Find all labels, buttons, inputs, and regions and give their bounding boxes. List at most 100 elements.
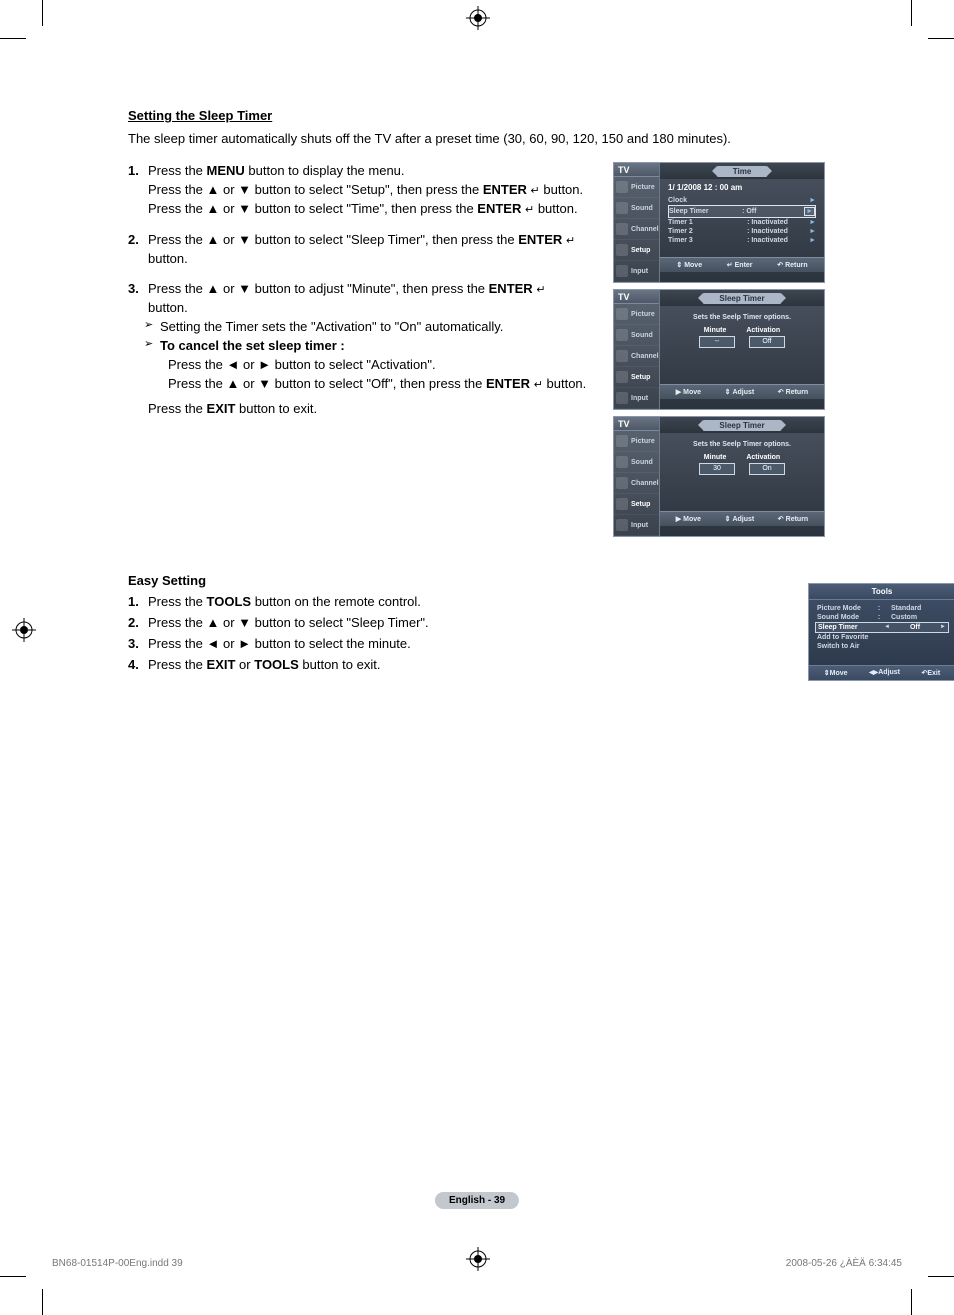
step-3: 3. Press the ▲ or ▼ button to adjust "Mi… bbox=[128, 280, 598, 418]
steps-column: 1. Press the MENU button to display the … bbox=[128, 162, 598, 431]
button-name: ENTER bbox=[486, 376, 530, 391]
text: button to display the menu. bbox=[245, 163, 405, 178]
text: button. bbox=[148, 251, 188, 266]
crop-mark bbox=[911, 0, 912, 26]
crop-mark bbox=[928, 38, 954, 39]
sidebar-tv-label: TV bbox=[614, 417, 659, 431]
tv-screenshot-time: TV Picture Sound Channel Setup Input Tim… bbox=[613, 162, 825, 283]
registration-mark bbox=[466, 6, 490, 30]
step-number: 1. bbox=[128, 162, 148, 181]
setup-icon bbox=[616, 371, 628, 383]
sidebar-item-input: Input bbox=[631, 522, 657, 529]
crop-mark bbox=[0, 1276, 26, 1277]
text: button. bbox=[534, 201, 577, 216]
label: Picture Mode bbox=[817, 605, 875, 612]
sidebar-item-channel: Channel bbox=[631, 226, 659, 233]
text: Press the bbox=[148, 401, 207, 416]
chevron-right-icon: ► bbox=[809, 197, 816, 204]
sidebar-item-input: Input bbox=[631, 395, 657, 402]
picture-icon bbox=[616, 181, 628, 193]
input-icon bbox=[616, 265, 628, 277]
easy-step-1: 1.Press the TOOLS button on the remote c… bbox=[128, 594, 828, 609]
value-activation: On bbox=[749, 463, 785, 475]
menu-row-clock: Clock► bbox=[668, 196, 816, 205]
sidebar-item-picture: Picture bbox=[631, 438, 657, 445]
value-minute: 30 bbox=[699, 463, 735, 475]
tv-sidebar: TV Picture Sound Channel Setup Input bbox=[614, 290, 660, 409]
registration-mark bbox=[466, 1247, 490, 1271]
label: Timer 2 bbox=[668, 228, 747, 235]
picture-icon bbox=[616, 308, 628, 320]
step-number: 3. bbox=[128, 636, 148, 651]
panel-footer: Move Adjust Return bbox=[660, 384, 824, 399]
easy-setting-section: Easy Setting 1.Press the TOOLS button on… bbox=[128, 573, 828, 672]
text: Press the ▲ or ▼ button to select "Sleep… bbox=[148, 615, 429, 630]
sidebar-item-channel: Channel bbox=[631, 480, 659, 487]
value: : Inactivated bbox=[747, 228, 807, 235]
label: Sleep Timer bbox=[669, 208, 742, 215]
tools-popup: Tools Picture Mode:Standard Sound Mode:C… bbox=[808, 583, 954, 681]
chevron-right-icon: ► bbox=[804, 207, 815, 216]
chevron-right-icon: ► bbox=[809, 219, 816, 226]
button-name: TOOLS bbox=[254, 657, 299, 672]
step-number: 2. bbox=[128, 231, 148, 250]
menu-row-timer1: Timer 1: Inactivated► bbox=[668, 218, 816, 227]
date-line: 1/ 1/2008 12 : 00 am bbox=[668, 183, 816, 192]
channel-icon bbox=[616, 350, 628, 362]
panel-subtitle: Sets the Seelp Timer options. bbox=[668, 314, 816, 321]
text: Press the bbox=[148, 163, 207, 178]
text: Press the ▲ or ▼ button to select "Sleep… bbox=[148, 232, 518, 247]
panel-footer: Move Enter Return bbox=[660, 257, 824, 272]
footer-move: Move bbox=[824, 669, 848, 677]
footer-adjust: Adjust bbox=[869, 669, 900, 677]
channel-icon bbox=[616, 223, 628, 235]
step-number: 2. bbox=[128, 615, 148, 630]
enter-icon: ↵ bbox=[525, 203, 534, 219]
cancel-title: To cancel the set sleep timer : bbox=[160, 338, 345, 353]
footer-move: Move bbox=[676, 515, 701, 523]
sound-icon bbox=[616, 202, 628, 214]
value: : Inactivated bbox=[747, 219, 807, 226]
enter-icon: ↵ bbox=[536, 283, 545, 299]
label: Timer 1 bbox=[668, 219, 747, 226]
setup-icon bbox=[616, 244, 628, 256]
easy-step-4: 4.Press the EXIT or TOOLS button to exit… bbox=[128, 657, 828, 672]
text: Press the ▲ or ▼ button to select "Time"… bbox=[148, 201, 477, 216]
cancel-line: Press the ◄ or ► button to select "Activ… bbox=[148, 356, 588, 375]
text: button. bbox=[540, 182, 583, 197]
button-name: MENU bbox=[207, 163, 245, 178]
button-name: ENTER bbox=[518, 232, 562, 247]
text: button. bbox=[148, 300, 188, 315]
header-activation: Activation bbox=[746, 454, 780, 461]
value-activation: Off bbox=[749, 336, 785, 348]
easy-step-2: 2.Press the ▲ or ▼ button to select "Sle… bbox=[128, 615, 828, 630]
step-number: 4. bbox=[128, 657, 148, 672]
tools-row-add-favorite: Add to Favorite bbox=[815, 633, 949, 642]
tv-sidebar: TV Picture Sound Channel Setup Input bbox=[614, 417, 660, 536]
step-number: 3. bbox=[128, 280, 148, 299]
panel-subtitle: Sets the Seelp Timer options. bbox=[668, 441, 816, 448]
panel-footer: Move Adjust Return bbox=[660, 511, 824, 526]
label: Add to Favorite bbox=[817, 634, 868, 641]
sound-icon bbox=[616, 329, 628, 341]
footer-enter: Enter bbox=[727, 261, 753, 269]
text: button. bbox=[543, 376, 586, 391]
sidebar-item-setup: Setup bbox=[631, 247, 657, 254]
setup-icon bbox=[616, 498, 628, 510]
tools-row-switch-air: Switch to Air bbox=[815, 642, 949, 651]
footer-exit: Exit bbox=[922, 669, 941, 677]
value: Custom bbox=[883, 614, 947, 621]
tv-screenshot-sleep-off: TV Picture Sound Channel Setup Input Sle… bbox=[613, 289, 825, 410]
panel-title: Sleep Timer bbox=[703, 293, 780, 304]
input-icon bbox=[616, 392, 628, 404]
tools-footer: Move Adjust Exit bbox=[809, 665, 954, 680]
footer-return: Return bbox=[777, 261, 807, 269]
header-minute: Minute bbox=[704, 454, 727, 461]
menu-row-sleep-timer: Sleep Timer: Off► bbox=[668, 205, 816, 218]
sidebar-item-channel: Channel bbox=[631, 353, 659, 360]
colon: : bbox=[875, 614, 883, 621]
crop-mark bbox=[911, 1289, 912, 1315]
cancel-line: Press the ▲ or ▼ button to select "Off",… bbox=[148, 375, 588, 394]
button-name: TOOLS bbox=[207, 594, 252, 609]
sidebar-tv-label: TV bbox=[614, 290, 659, 304]
